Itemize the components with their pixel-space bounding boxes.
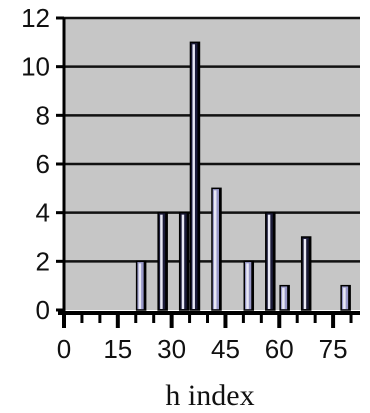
axes <box>56 16 360 328</box>
y-tick-label: 0 <box>36 295 50 325</box>
x-axis-title: h index <box>165 379 254 412</box>
y-tick-label: 6 <box>36 149 50 179</box>
bar-shadow <box>165 212 168 310</box>
bar <box>340 284 351 311</box>
x-tick-label: 15 <box>103 334 132 364</box>
bar-shadow <box>348 285 351 310</box>
bar <box>300 236 312 311</box>
bar <box>211 187 222 311</box>
bar-shadow <box>272 212 275 310</box>
x-tick-label: 60 <box>265 334 294 364</box>
y-tick-label: 4 <box>36 198 50 228</box>
bar <box>189 41 201 311</box>
bar-highlight <box>267 214 271 309</box>
bar-shadow <box>197 42 200 310</box>
y-tick-label: 8 <box>36 100 50 130</box>
bar-shadow <box>143 261 146 310</box>
bar-highlight <box>303 239 307 309</box>
bar-highlight <box>181 214 185 309</box>
bar <box>243 260 255 311</box>
bar-shadow <box>308 237 311 310</box>
bar <box>279 284 290 311</box>
x-tick-label: 75 <box>319 334 348 364</box>
bar <box>135 260 147 311</box>
bar <box>178 211 190 311</box>
x-tick-label: 30 <box>157 334 186 364</box>
bars <box>135 41 351 311</box>
bar-shadow <box>287 285 290 310</box>
bar-highlight <box>246 263 249 309</box>
y-tick-label: 2 <box>36 246 50 276</box>
bar-highlight <box>160 214 163 309</box>
bar-highlight <box>138 263 142 309</box>
bar-shadow <box>251 261 254 310</box>
y-tick-label: 12 <box>21 3 50 33</box>
bar-highlight <box>343 287 346 309</box>
y-tick-labels: 0 2 4 6 8 10 12 <box>21 3 50 325</box>
bar <box>265 211 276 311</box>
x-tick-labels: 0 15 30 45 60 75 <box>57 334 348 364</box>
y-tick-label: 10 <box>21 52 50 82</box>
bar-shadow <box>218 188 221 310</box>
x-tick-label: 0 <box>57 334 71 364</box>
bar-highlight <box>213 190 217 309</box>
bar-highlight <box>192 44 195 309</box>
bar-highlight <box>282 287 285 309</box>
x-tick-label: 45 <box>211 334 240 364</box>
bar-shadow <box>186 212 189 310</box>
bar <box>157 211 168 311</box>
